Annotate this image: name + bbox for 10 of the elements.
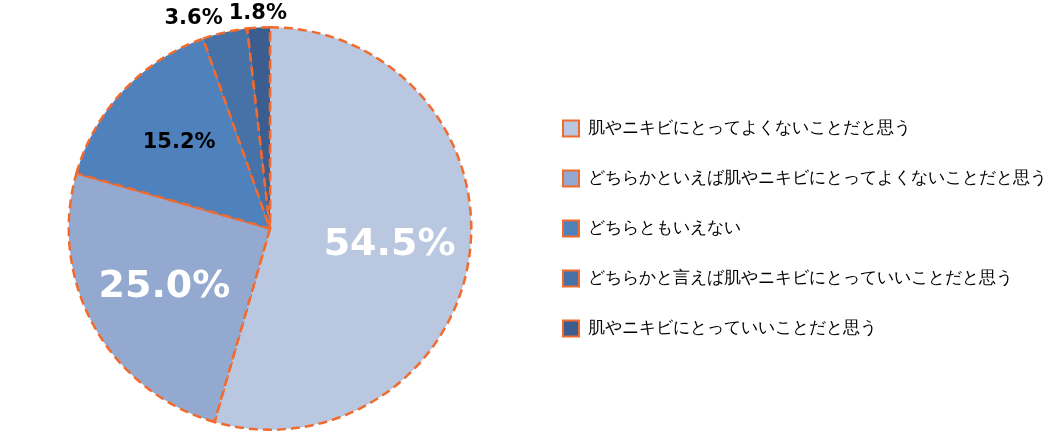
legend-label: 肌やニキビにとってよくないことだと思う (587, 116, 911, 137)
legend-label: どちらかといえば肌やニキビにとってよくないことだと思う (587, 166, 1047, 187)
data-label: 3.6% (164, 5, 223, 30)
data-label: 25.0% (98, 261, 231, 306)
legend-label: どちらともいえない (587, 216, 741, 237)
legend-label: どちらかと言えば肌やニキビにとっていいことだと思う (587, 266, 1013, 287)
data-label: 1.8% (228, 0, 287, 25)
data-label: 15.2% (142, 129, 216, 154)
legend-label: 肌やニキビにとっていいことだと思う (587, 316, 877, 337)
data-label: 54.5% (323, 220, 456, 265)
